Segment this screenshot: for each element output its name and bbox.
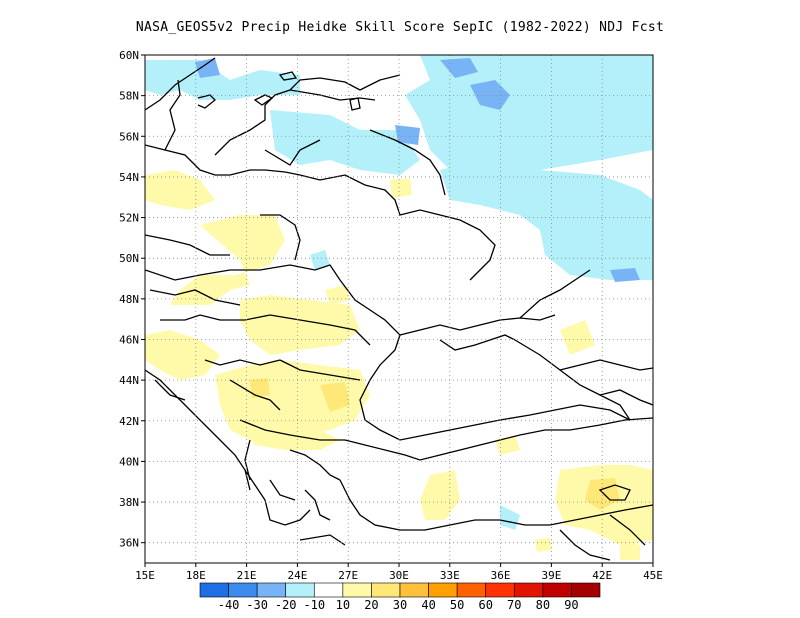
colorbar-label: -20: [275, 598, 297, 612]
colorbar-swatch: [228, 582, 258, 598]
lon-tick-label: 30E: [389, 569, 409, 582]
lat-tick-label: 58N: [119, 90, 139, 103]
map-title: NASA_GEOS5v2 Precip Heidke Skill Score S…: [135, 20, 665, 35]
longitude-tick-labels: 15E 18E 21E 24E 27E 30E 33E 36E 39E 42E 45E: [135, 563, 663, 582]
lon-tick-label: 42E: [592, 569, 612, 582]
shade-mid-blue-3: [395, 125, 420, 145]
colorbar-label: 20: [364, 598, 378, 612]
colorbar-label: 50: [450, 598, 464, 612]
colorbar-label: 10: [336, 598, 350, 612]
colorbar-swatch: [371, 582, 401, 598]
shade-blue-baltic: [270, 110, 420, 175]
lat-tick-label: 54N: [119, 171, 139, 184]
shade-yellow-poland: [170, 215, 285, 305]
colorbar-swatch: [256, 582, 287, 598]
lat-tick-label: 52N: [119, 212, 139, 225]
shade-yellow-central: [240, 295, 360, 355]
shade-blue-northeast: [440, 160, 653, 280]
colorbar-label: -10: [303, 598, 325, 612]
colorbar-swatch: [513, 582, 544, 598]
shade-blue-southeast: [500, 505, 520, 530]
shade-yellow-small-2: [390, 178, 412, 198]
coastlines-and-borders: [145, 57, 653, 561]
lat-tick-label: 36N: [119, 537, 139, 550]
shade-orange-3: [250, 378, 270, 398]
shade-mid-blue-1: [470, 80, 510, 110]
lon-tick-label: 36E: [491, 569, 511, 582]
shade-yellow-small-5: [420, 470, 460, 520]
lon-tick-label: 33E: [440, 569, 460, 582]
colorbar-swatch: [342, 582, 372, 598]
lon-tick-label: 45E: [643, 569, 663, 582]
latitude-tick-labels: 36N 38N 40N 42N 44N 46N 48N 50N 52N 54N 56N 58N 60N: [119, 49, 145, 550]
colorbar-label: 70: [507, 598, 521, 612]
shade-yellow-small-3: [560, 320, 595, 355]
colorbar-label: 80: [536, 598, 550, 612]
colorbar-swatch: [485, 582, 515, 598]
lat-tick-label: 60N: [119, 49, 139, 62]
lon-tick-label: 24E: [287, 569, 307, 582]
colorbar-label: 90: [564, 598, 578, 612]
lat-tick-label: 38N: [119, 496, 139, 509]
shade-yellow-small-6: [535, 538, 552, 552]
shade-yellow-small-1: [325, 285, 350, 305]
lat-tick-label: 46N: [119, 333, 139, 346]
lon-tick-label: 15E: [135, 569, 155, 582]
lat-tick-label: 50N: [119, 252, 139, 265]
shade-blue-north: [405, 55, 653, 175]
colorbar-swatch: [428, 582, 458, 598]
lon-tick-label: 39E: [541, 569, 561, 582]
colorbar-swatch: [399, 582, 429, 598]
colorbar-swatch: [285, 582, 315, 598]
shade-blue-east-small: [580, 220, 640, 265]
colorbar-label: 40: [421, 598, 435, 612]
lat-tick-label: 56N: [119, 130, 139, 143]
shade-yellow-alps: [145, 330, 220, 380]
colorbar-label: -40: [218, 598, 240, 612]
lat-tick-label: 40N: [119, 455, 139, 468]
colorbar-swatch: [571, 582, 601, 598]
colorbar-swatch: [456, 582, 487, 598]
colorbar-label: 60: [478, 598, 492, 612]
colorbar: -40 -30 -20 -10 10 20 30 40 50 60 70 80 90: [199, 582, 601, 612]
shade-orange-2: [320, 382, 350, 412]
lon-tick-label: 18E: [186, 569, 206, 582]
shade-mid-blue-5: [195, 58, 220, 78]
colorbar-swatch: [199, 582, 229, 598]
colorbar-label: 30: [393, 598, 407, 612]
shade-blue-center: [310, 250, 330, 270]
lat-tick-label: 48N: [119, 293, 139, 306]
shade-yellow-northwest: [145, 170, 215, 210]
colorbar-label: -30: [246, 598, 268, 612]
shade-yellow-southeast-2: [620, 540, 640, 560]
colorbar-swatch: [313, 582, 344, 598]
shade-mid-blue-4: [610, 268, 640, 282]
lon-tick-label: 27E: [338, 569, 358, 582]
lat-tick-label: 42N: [119, 415, 139, 428]
colorbar-swatch: [542, 582, 572, 598]
shade-blue-northwest: [145, 60, 300, 100]
lon-tick-label: 21E: [237, 569, 257, 582]
lat-tick-label: 44N: [119, 374, 139, 387]
